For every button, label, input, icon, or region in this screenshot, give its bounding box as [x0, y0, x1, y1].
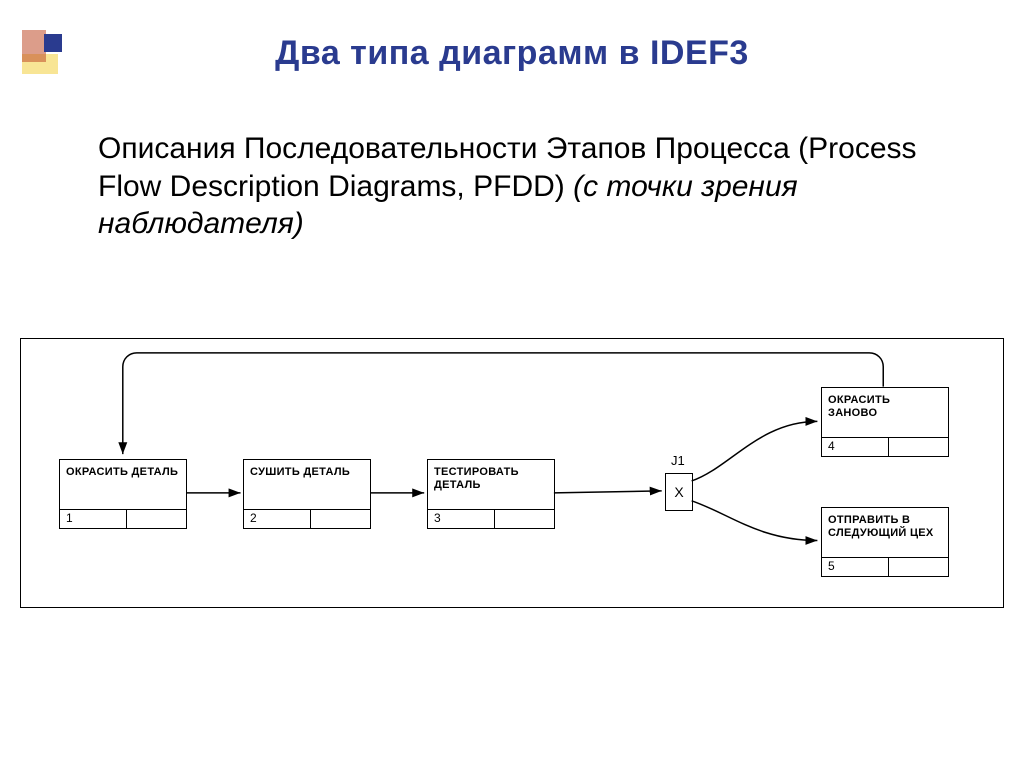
slide: Два типа диаграмм в IDEF3 Описания После… — [0, 0, 1024, 768]
diagram-frame: ОКРАСИТЬ ДЕТАЛЬ 1 СУШИТЬ ДЕТАЛЬ 2 ТЕСТИР… — [20, 338, 1004, 608]
slide-title: Два типа диаграмм в IDEF3 — [0, 34, 1024, 73]
slide-body: Описания Последовательности Этапов Проце… — [98, 130, 964, 243]
diagram-connectors — [21, 339, 1003, 607]
